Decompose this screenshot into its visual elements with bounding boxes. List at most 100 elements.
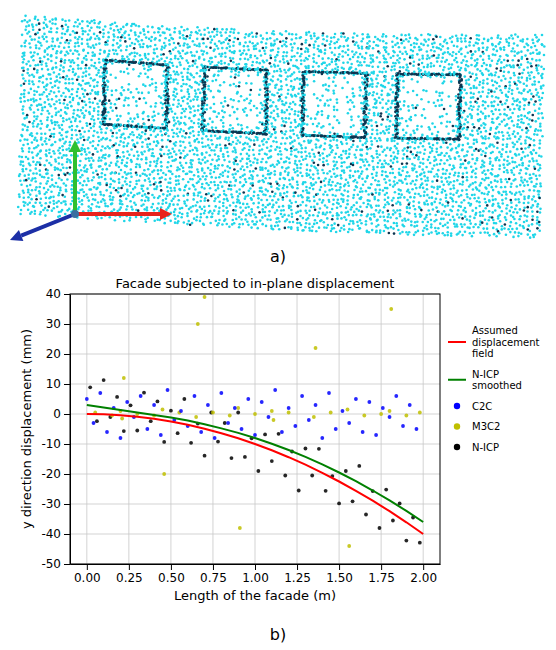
cloud-point bbox=[62, 166, 65, 169]
cloud-point bbox=[64, 106, 67, 109]
cloud-point bbox=[169, 74, 172, 77]
cloud-point bbox=[110, 192, 113, 195]
cloud-point bbox=[97, 113, 100, 116]
cloud-point bbox=[61, 156, 64, 159]
cloud-point bbox=[196, 98, 199, 101]
cloud-point bbox=[182, 194, 185, 197]
cloud-point bbox=[76, 78, 79, 81]
cloud-point bbox=[182, 130, 185, 133]
cloud-point bbox=[40, 132, 43, 135]
cloud-point bbox=[43, 16, 46, 19]
cloud-point bbox=[178, 149, 181, 152]
cloud-point bbox=[89, 106, 92, 109]
cloud-point bbox=[160, 169, 163, 172]
cloud-point bbox=[137, 154, 140, 157]
cloud-point bbox=[79, 137, 82, 140]
cloud-point bbox=[136, 136, 139, 139]
cloud-point bbox=[81, 75, 84, 78]
cloud-point bbox=[199, 92, 202, 95]
cloud-point bbox=[73, 25, 76, 28]
cloud-point bbox=[82, 106, 85, 109]
cloud-point bbox=[186, 90, 189, 93]
cloud-point bbox=[135, 24, 138, 27]
cloud-point bbox=[205, 151, 208, 154]
cloud-point bbox=[196, 32, 199, 35]
cloud-point bbox=[87, 52, 90, 55]
cloud-point bbox=[127, 97, 130, 100]
cloud-point bbox=[88, 73, 91, 76]
cloud-point bbox=[29, 193, 32, 196]
cloud-point bbox=[134, 145, 137, 148]
cloud-point bbox=[22, 128, 25, 131]
cloud-point bbox=[39, 150, 42, 153]
cloud-point bbox=[126, 150, 129, 153]
cloud-point bbox=[146, 46, 149, 49]
cloud-point bbox=[60, 109, 63, 112]
cloud-point bbox=[112, 39, 115, 42]
cloud-point bbox=[51, 209, 54, 212]
cloud-point bbox=[158, 28, 161, 31]
cloud-point bbox=[45, 149, 48, 152]
cloud-point bbox=[208, 69, 211, 72]
cloud-point bbox=[142, 112, 145, 115]
cloud-point bbox=[169, 187, 172, 190]
cloud-point bbox=[179, 156, 182, 159]
cloud-point bbox=[181, 57, 184, 60]
cloud-point bbox=[169, 61, 172, 64]
cloud-point bbox=[115, 98, 118, 101]
cloud-point bbox=[170, 108, 173, 111]
cloud-point bbox=[83, 148, 86, 151]
cloud-point bbox=[97, 69, 100, 72]
cloud-point bbox=[88, 199, 91, 202]
cloud-point bbox=[46, 172, 49, 175]
cloud-point bbox=[119, 39, 122, 42]
cloud-point bbox=[138, 25, 141, 28]
cloud-point bbox=[22, 170, 25, 173]
cloud-point bbox=[46, 125, 49, 128]
cloud-point bbox=[90, 163, 93, 166]
cloud-point bbox=[194, 59, 197, 62]
cloud-point bbox=[83, 130, 86, 133]
cloud-point bbox=[27, 189, 30, 192]
cloud-point bbox=[54, 84, 57, 87]
cloud-point bbox=[98, 206, 101, 209]
cloud-point bbox=[126, 205, 129, 208]
cloud-point bbox=[64, 41, 67, 44]
cloud-point bbox=[190, 171, 193, 174]
cloud-point bbox=[175, 132, 178, 135]
cloud-point bbox=[22, 66, 25, 69]
cloud-point bbox=[166, 56, 169, 59]
cloud-point bbox=[71, 59, 74, 62]
cloud-point bbox=[127, 136, 130, 139]
cloud-point bbox=[62, 102, 65, 105]
cloud-point bbox=[156, 207, 159, 210]
cloud-point bbox=[34, 210, 37, 213]
cloud-point bbox=[99, 183, 102, 186]
cloud-point bbox=[186, 98, 189, 101]
cloud-point bbox=[128, 34, 131, 37]
cloud-point bbox=[191, 178, 194, 181]
cloud-point bbox=[54, 80, 57, 83]
cloud-point bbox=[169, 193, 172, 196]
cloud-point bbox=[139, 72, 142, 75]
cloud-point bbox=[22, 61, 25, 64]
cloud-point bbox=[163, 47, 166, 50]
cloud-point bbox=[81, 38, 84, 41]
cloud-point bbox=[104, 147, 107, 150]
cloud-point bbox=[56, 205, 59, 208]
cloud-point bbox=[181, 97, 184, 100]
cloud-point bbox=[104, 163, 107, 166]
cloud-point bbox=[72, 52, 75, 55]
cloud-point bbox=[194, 204, 197, 207]
cloud-point bbox=[173, 214, 176, 217]
cloud-point bbox=[47, 98, 50, 101]
cloud-point bbox=[203, 199, 206, 202]
cloud-point bbox=[104, 157, 107, 160]
cloud-point bbox=[83, 96, 86, 99]
cloud-point bbox=[176, 222, 179, 225]
cloud-point bbox=[120, 200, 123, 203]
cloud-point bbox=[22, 112, 25, 115]
cloud-point bbox=[150, 105, 153, 108]
cloud-point bbox=[71, 134, 74, 137]
cloud-point bbox=[109, 139, 112, 142]
